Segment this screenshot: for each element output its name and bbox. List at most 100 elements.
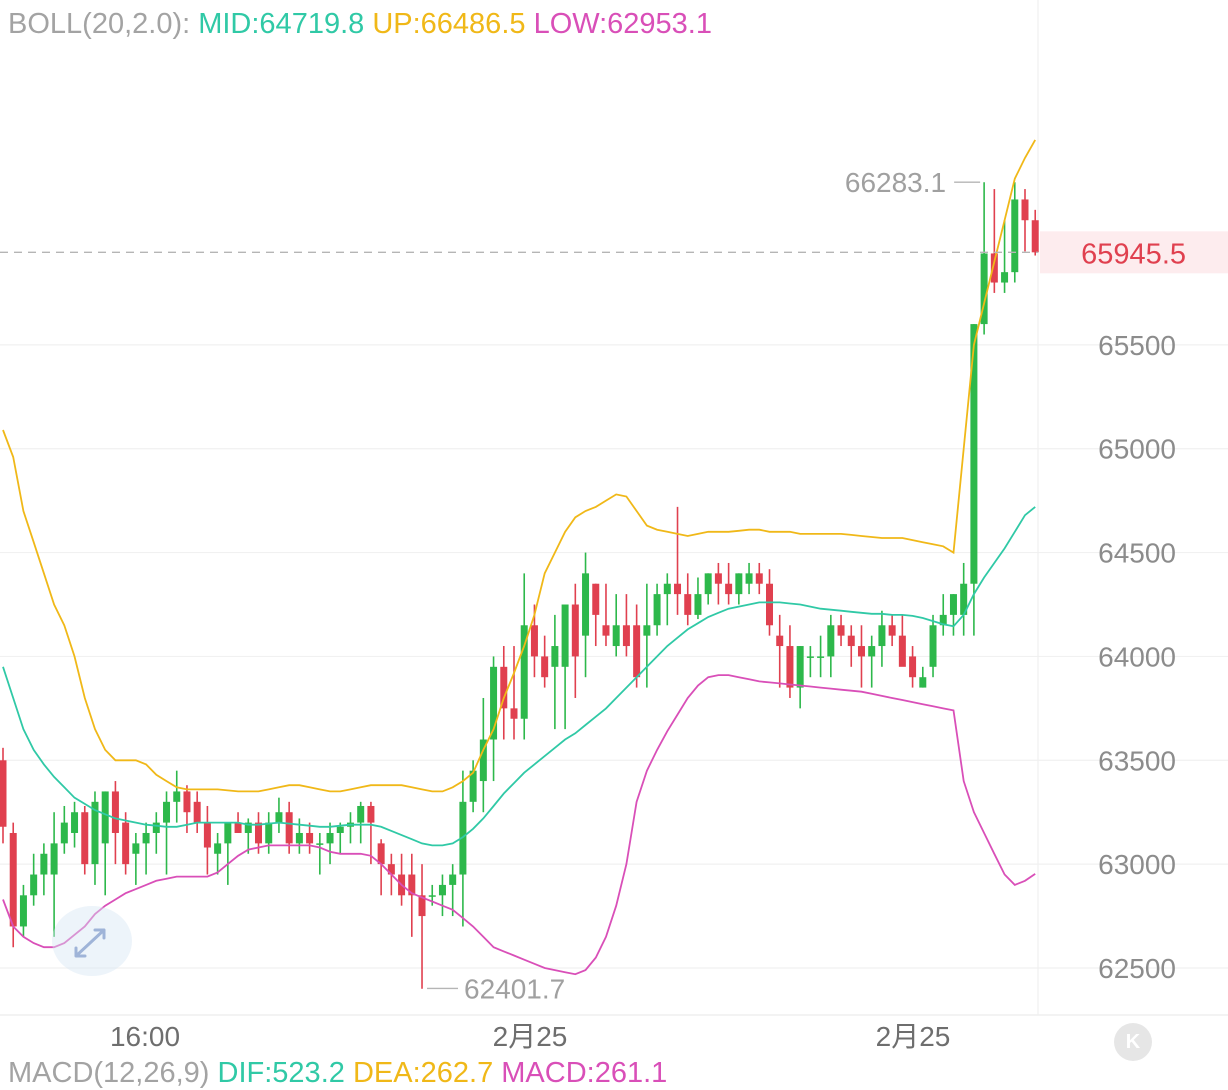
candle-body (285, 812, 293, 844)
candle-body (490, 666, 498, 740)
candle-body (520, 625, 528, 719)
candle-body (766, 583, 773, 626)
expand-icon (74, 928, 106, 958)
candle-body (1021, 199, 1029, 221)
candle-body (755, 573, 763, 584)
candle-body (111, 791, 119, 833)
band-line-mid (2, 506, 1036, 847)
candle-body (970, 324, 978, 584)
x-tick-label: 2月25 (876, 1021, 951, 1052)
candle-body (684, 594, 692, 615)
x-tick-label: 2月25 (493, 1021, 568, 1052)
candle-body (265, 822, 273, 844)
boll-low-value: LOW:62953.1 (533, 8, 712, 40)
boll-mid-value: MID:64719.8 (198, 8, 365, 40)
candle-body (183, 791, 191, 813)
x-tick-label: 16:00 (110, 1021, 180, 1052)
candle-body (949, 594, 957, 615)
k-logo-icon: K (1125, 1031, 1141, 1053)
k-logo-button[interactable]: K (1114, 1023, 1152, 1061)
candle-body (357, 805, 365, 823)
candle-body (71, 812, 79, 833)
candle-body (868, 646, 876, 657)
y-tick-label: 64500 (1098, 538, 1176, 569)
candle-body (786, 646, 794, 688)
candle-body (796, 646, 804, 688)
candle-body (377, 843, 385, 865)
candle-body (0, 760, 7, 827)
candle-body (306, 832, 314, 844)
grid-lines (0, 0, 1228, 1016)
band-line-up (2, 139, 1036, 793)
candle-body (735, 573, 743, 595)
candle-body (367, 805, 375, 823)
candle-body (418, 895, 426, 917)
candle-body (806, 656, 814, 658)
candle-body (551, 646, 559, 667)
candle-body (459, 801, 467, 875)
candle-body (40, 853, 48, 875)
candle-body (909, 656, 917, 678)
candle-body (214, 843, 222, 854)
macd-indicator-legend: MACD(12,26,9) DIF:523.2 DEA:262.7 MACD:2… (8, 1057, 667, 1090)
candle-body (663, 583, 671, 595)
boll-indicator-legend: BOLL(20,2.0): MID:64719.8 UP:66486.5 LOW… (8, 8, 712, 41)
y-axis: 62500 63000 63500 64000 64500 65000 65500 (1098, 330, 1176, 984)
candle-body (336, 826, 344, 833)
candle-body (888, 625, 896, 636)
candle-body (60, 822, 68, 844)
candle-body (510, 708, 518, 719)
y-tick-label: 63500 (1098, 745, 1176, 776)
x-axis: 16:00 2月25 2月25 (110, 1021, 950, 1052)
candle-body (1011, 199, 1019, 273)
candle-body (643, 625, 651, 636)
candle-body (633, 625, 641, 678)
y-tick-label: 65000 (1098, 434, 1176, 465)
candle-body (316, 843, 324, 845)
macd-name: MACD(12,26,9) (8, 1057, 210, 1089)
current-price-tag (1040, 231, 1228, 274)
candle-body (326, 832, 334, 844)
candle-body (224, 822, 232, 844)
candle-body (244, 822, 252, 833)
y-tick-label: 64000 (1098, 641, 1176, 672)
candle-body (203, 822, 211, 848)
candle-body (1031, 220, 1039, 253)
candle-body (571, 604, 579, 657)
candle-body (653, 594, 661, 626)
y-tick-label: 63000 (1098, 849, 1176, 880)
candle-body (776, 635, 784, 647)
candle-body (602, 625, 610, 636)
candle-body (438, 884, 446, 896)
candle-body (193, 801, 201, 823)
candle-body (980, 253, 988, 325)
expand-button[interactable] (52, 906, 132, 976)
candle-body (91, 801, 99, 865)
candle-body (122, 822, 130, 865)
macd-dif-value: DIF:523.2 (217, 1057, 345, 1089)
candle-body (449, 874, 457, 885)
y-tick-label: 62500 (1098, 953, 1176, 984)
candle-body (234, 822, 242, 833)
candle-body (745, 573, 753, 584)
candle-body (878, 625, 886, 647)
candle-body (612, 625, 620, 647)
candle-body (428, 895, 436, 897)
candle-body (857, 646, 865, 657)
candle-body (592, 583, 600, 615)
macd-dea-value: DEA:262.7 (352, 1057, 494, 1089)
candle-body (173, 791, 181, 802)
candle-body (101, 791, 109, 844)
candle-body (295, 832, 303, 844)
candle-body (714, 573, 722, 584)
candle-body (694, 594, 702, 615)
candle-body (561, 604, 569, 667)
candle-body (387, 864, 395, 875)
candle-body (19, 895, 27, 927)
candle-body (81, 812, 89, 865)
candle-body (479, 739, 487, 782)
annotations: 65945.5 66283.1 62401.7 (0, 167, 1228, 1004)
band-line-low (2, 674, 1036, 976)
